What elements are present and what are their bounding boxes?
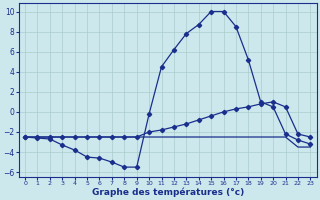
X-axis label: Graphe des températures (°c): Graphe des températures (°c): [92, 187, 244, 197]
